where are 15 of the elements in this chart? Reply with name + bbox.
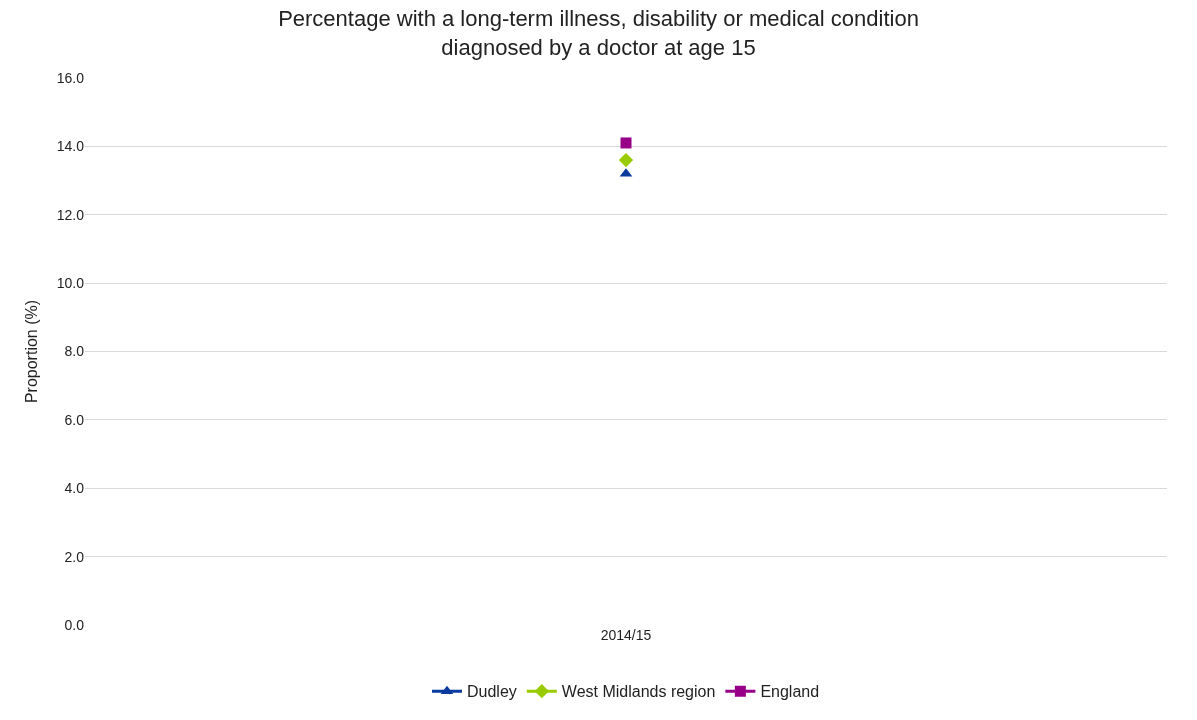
y-tick-label: 16.0 [56,69,85,86]
y-tick-label: 6.0 [64,411,85,428]
y-tick-label: 4.0 [64,480,85,497]
legend-label: Dudley [467,683,517,701]
legend-label: West Midlands region [561,683,716,701]
y-tick-label: 0.0 [64,616,85,633]
y-tick-label: 2.0 [64,548,85,565]
legend-label: England [760,683,820,701]
y-axis-title: Proportion (%) [22,299,40,404]
chart-title: Percentage with a long-term illness, disability or medical condition diagnosed by a doctor at age 15 [278,6,919,60]
y-tick-label: 8.0 [64,343,85,360]
y-tick-label: 14.0 [56,138,85,155]
y-tick-label: 12.0 [56,206,85,223]
x-tick-label: 2014/15 [600,627,652,643]
y-tick-label: 10.0 [56,275,85,292]
